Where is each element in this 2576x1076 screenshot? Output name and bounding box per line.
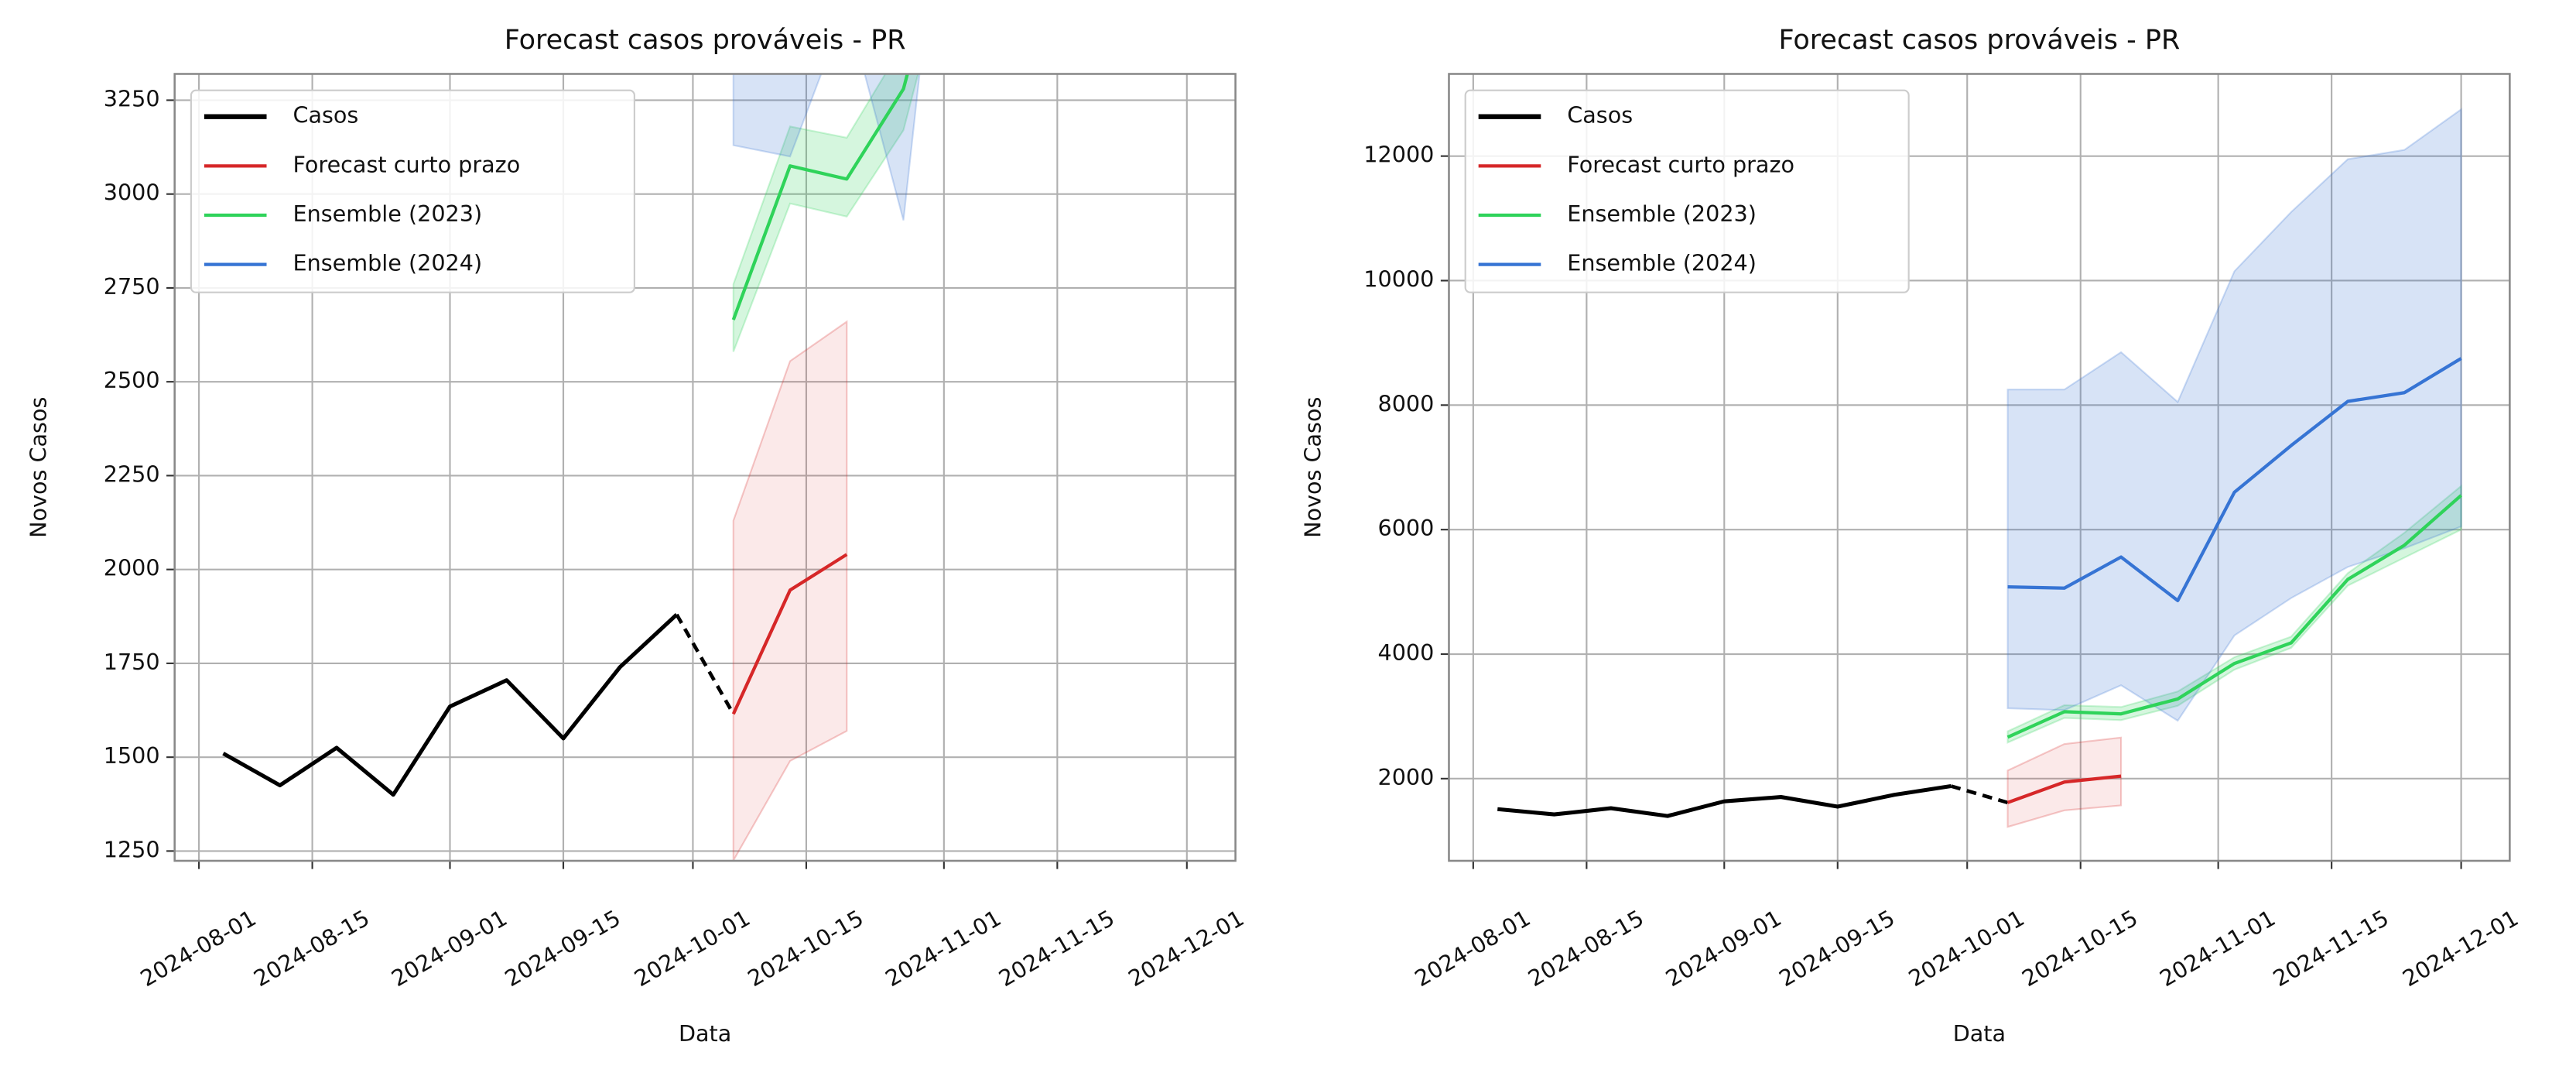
x-tick-label: 2024-10-01: [1904, 905, 2029, 992]
x-tick-label: 2024-08-15: [249, 905, 374, 992]
y-axis-label: Novos Casos: [1299, 397, 1326, 538]
dashed-link: [675, 613, 735, 715]
x-tick-label: 2024-11-15: [2269, 905, 2393, 992]
legend-box: [1464, 89, 1910, 293]
y-tick-label: 3000: [104, 180, 160, 206]
y-axis-label: Novos Casos: [26, 397, 52, 538]
chart-title: Forecast casos prováveis - PR: [1778, 25, 2180, 56]
confidence-band: [732, 74, 919, 352]
x-tick-label: 2024-11-15: [994, 905, 1119, 992]
legend-box: [190, 89, 635, 293]
legend-label: Ensemble (2024): [292, 250, 482, 276]
y-tick-label: 2250: [104, 461, 160, 487]
x-tick-label: 2024-10-15: [2017, 905, 2142, 992]
x-tick-label: 2024-11-01: [2155, 905, 2280, 992]
legend-label: Casos: [292, 102, 358, 129]
y-tick-label: 2000: [1378, 764, 1435, 790]
series-line: [2006, 494, 2462, 739]
legend-label: Forecast curto prazo: [1567, 151, 1794, 177]
chart-title: Forecast casos prováveis - PR: [505, 25, 906, 56]
x-tick-label: 2024-08-01: [1410, 905, 1534, 992]
x-tick-label: 2024-08-01: [136, 905, 261, 992]
x-axis-label: Data: [679, 1020, 731, 1047]
y-tick-label: 4000: [1378, 639, 1435, 666]
x-tick-label: 2024-09-01: [387, 905, 511, 992]
legend-label: Ensemble (2024): [1567, 250, 1757, 276]
x-tick-label: 2024-11-01: [881, 905, 1005, 992]
x-tick-label: 2024-09-15: [500, 905, 624, 992]
y-tick-label: 8000: [1378, 390, 1435, 416]
y-tick-label: 3250: [104, 85, 160, 111]
legend-label: Ensemble (2023): [1567, 200, 1757, 227]
series-line: [2006, 774, 2122, 804]
series-line: [731, 74, 909, 320]
axes-frame: [173, 73, 1237, 862]
x-tick-label: 2024-12-01: [1124, 905, 1248, 992]
dashed-link: [1950, 784, 2009, 805]
y-tick-label: 1250: [104, 836, 160, 862]
legend-label: Casos: [1567, 102, 1633, 129]
x-tick-label: 2024-10-15: [743, 905, 867, 992]
y-tick-label: 1500: [104, 742, 160, 769]
y-tick-label: 6000: [1378, 515, 1435, 541]
axes-frame: [1448, 73, 2511, 862]
confidence-band: [732, 74, 921, 221]
x-tick-label: 2024-08-15: [1524, 905, 1648, 992]
series-line: [222, 612, 679, 797]
x-tick-label: 2024-09-15: [1774, 905, 1899, 992]
legend-label: Forecast curto prazo: [292, 151, 520, 177]
plot-clip: [222, 74, 921, 861]
legend-label: Ensemble (2023): [292, 200, 482, 227]
x-tick-label: 2024-10-01: [630, 905, 754, 992]
series-line: [731, 553, 848, 715]
y-tick-label: 1750: [104, 649, 160, 675]
y-tick-label: 2000: [104, 555, 160, 581]
y-tick-label: 2500: [104, 367, 160, 393]
confidence-band: [2006, 108, 2462, 722]
series-line: [2007, 357, 2462, 602]
y-tick-label: 10000: [1363, 266, 1434, 292]
series-line: [1497, 783, 1952, 818]
plot-clip: [1497, 108, 2462, 828]
x-tick-label: 2024-09-01: [1661, 905, 1786, 992]
x-tick-label: 2024-12-01: [2398, 905, 2523, 992]
y-tick-label: 2750: [104, 273, 160, 300]
y-tick-label: 12000: [1363, 142, 1434, 168]
x-axis-label: Data: [1953, 1020, 2006, 1047]
